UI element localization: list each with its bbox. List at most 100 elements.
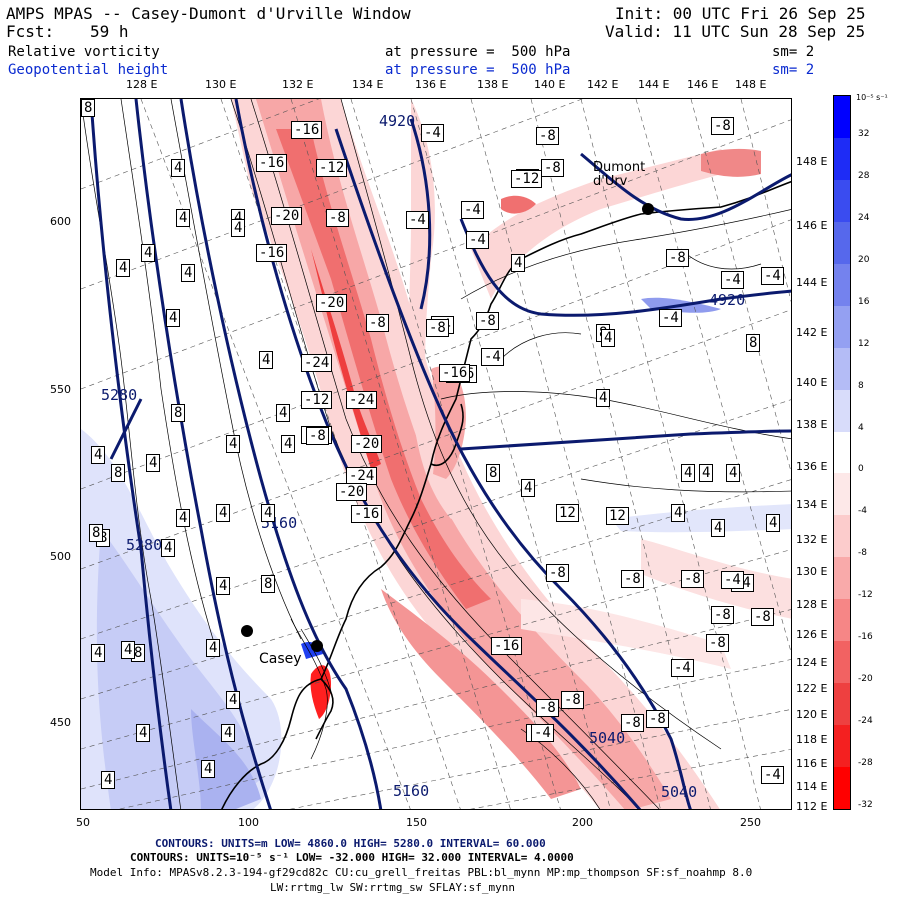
vorticity-contour-label: -8 xyxy=(621,714,644,732)
vorticity-contour-label: -4 xyxy=(671,659,694,677)
lat-label: 134 E xyxy=(796,498,828,511)
lat-label: 140 E xyxy=(796,376,828,389)
height-label: 5160 xyxy=(393,782,430,800)
lat-label: 144 E xyxy=(796,276,828,289)
colorbar-tick-label: -16 xyxy=(858,632,873,643)
vorticity-contour-label: 8 xyxy=(89,524,104,542)
vorticity-contour-label: -20 xyxy=(316,294,348,312)
colorbar-tick-label: -28 xyxy=(858,758,873,769)
vorticity-contour-label: -4 xyxy=(466,231,489,249)
vorticity-contour-label: -16 xyxy=(256,154,288,172)
vorticity-contour-label: 4 xyxy=(231,219,246,237)
colorbar-segment xyxy=(834,431,850,474)
vorticity-contour-label: 4 xyxy=(221,724,236,742)
colorbar-segment xyxy=(834,305,850,349)
colorbar-tick-label: 20 xyxy=(858,254,870,265)
vorticity-contour-label: 4 xyxy=(726,464,741,482)
vorticity-contour-label: 8 xyxy=(746,334,761,352)
lat-label: 146 E xyxy=(796,219,828,232)
field-1-name: Relative vorticity xyxy=(8,44,160,60)
lon-label: 130 E xyxy=(205,78,237,91)
vorticity-contour-label: 4 xyxy=(699,464,714,482)
lon-label: 138 E xyxy=(477,78,509,91)
vorticity-contour-label: -4 xyxy=(421,124,444,142)
lat-label: 138 E xyxy=(796,418,828,431)
vorticity-contour-label: 4 xyxy=(176,209,191,227)
vorticity-contour-label: -20 xyxy=(336,483,368,501)
x-tick: 100 xyxy=(238,816,259,829)
lat-label: 112 E xyxy=(796,800,828,813)
map-title: AMPS MPAS -- Casey-Dumont d'Urville Wind… xyxy=(6,4,411,23)
vorticity-contour-label: -24 xyxy=(346,391,378,409)
colorbar-unit: 10⁻⁵ s⁻¹ xyxy=(856,93,888,102)
vorticity-contour-label: 8 xyxy=(111,464,126,482)
colorbar-segment xyxy=(834,767,850,810)
vorticity-contour-label: -16 xyxy=(439,364,471,382)
lat-label: 128 E xyxy=(796,598,828,611)
vorticity-contour-label: 4 xyxy=(181,264,196,282)
colorbar-tick-label: 24 xyxy=(858,212,870,223)
lon-label: 132 E xyxy=(282,78,314,91)
field-2-name: Geopotential height xyxy=(8,62,169,78)
colorbar-segment xyxy=(834,96,850,139)
vorticity-contour-label: -24 xyxy=(346,467,378,485)
vorticity-contour-label: -24 xyxy=(301,354,333,372)
x-tick: 250 xyxy=(740,816,761,829)
vorticity-contour-label: 4 xyxy=(226,435,241,453)
vorticity-contour-label: -8 xyxy=(326,209,349,227)
vorticity-contour-label: 4 xyxy=(161,539,176,557)
lon-label: 136 E xyxy=(415,78,447,91)
y-tick: 500 xyxy=(50,550,71,563)
colorbar xyxy=(833,95,851,810)
colorbar-tick-label: -12 xyxy=(858,590,873,601)
vorticity-contour-label: 4 xyxy=(681,464,696,482)
field-1-smooth: sm= 2 xyxy=(772,44,815,60)
colorbar-tick-label: 8 xyxy=(858,380,864,391)
colorbar-tick-label: -32 xyxy=(858,800,873,810)
vorticity-contour-label: 4 xyxy=(201,760,216,778)
colorbar-segment xyxy=(834,641,850,684)
vorticity-contour-label: -8 xyxy=(546,564,569,582)
vorticity-contour-label: -16 xyxy=(491,637,523,655)
lon-label: 144 E xyxy=(638,78,670,91)
y-tick: 450 xyxy=(50,716,71,729)
colorbar-segment xyxy=(834,221,850,265)
vorticity-contour-info: CONTOURS: UNITS=10⁻⁵ s⁻¹ LOW= -32.000 HI… xyxy=(130,851,574,864)
vorticity-contour-label: -4 xyxy=(406,211,429,229)
colorbar-tick-label: -8 xyxy=(858,548,867,559)
lat-label: 148 E xyxy=(796,155,828,168)
vorticity-contour-label: 4 xyxy=(121,641,136,659)
vorticity-contour-label: -12 xyxy=(301,391,333,409)
colorbar-segment xyxy=(834,179,850,223)
vorticity-contour-label: 4 xyxy=(166,309,181,327)
lat-label: 126 E xyxy=(796,628,828,641)
vorticity-contour-label: -8 xyxy=(706,634,729,652)
vorticity-contour-label: 4 xyxy=(216,504,231,522)
lat-label: 118 E xyxy=(796,733,828,746)
vorticity-contour-label: 4 xyxy=(766,514,781,532)
lat-label: 130 E xyxy=(796,565,828,578)
vorticity-contour-label: 8 xyxy=(486,464,501,482)
vorticity-contour-label: -4 xyxy=(481,348,504,366)
vorticity-contour-label: 4 xyxy=(206,639,221,657)
lon-label: 142 E xyxy=(587,78,619,91)
vorticity-contour-label: -8 xyxy=(306,427,329,445)
y-tick: 600 xyxy=(50,215,71,228)
height-label: 5040 xyxy=(661,783,698,801)
vorticity-contour-label: -4 xyxy=(531,724,554,742)
vorticity-contour-label: 4 xyxy=(671,504,686,522)
colorbar-segment xyxy=(834,515,850,558)
dumont-label: Dumont d'Urv xyxy=(593,160,646,189)
vorticity-contour-label: 4 xyxy=(91,446,106,464)
vorticity-contour-label: 4 xyxy=(596,389,611,407)
height-label: 5040 xyxy=(589,729,626,747)
height-label: 5280 xyxy=(101,386,138,404)
vorticity-contour-label: 4 xyxy=(171,159,186,177)
vorticity-contour-label: -4 xyxy=(461,201,484,219)
lat-label: 122 E xyxy=(796,682,828,695)
vorticity-contour-label: 4 xyxy=(276,404,291,422)
casey-label: Casey xyxy=(259,651,302,667)
dumont-station-marker xyxy=(642,203,654,215)
vorticity-contour-label: 4 xyxy=(91,644,106,662)
vorticity-contour-label: -20 xyxy=(271,207,303,225)
